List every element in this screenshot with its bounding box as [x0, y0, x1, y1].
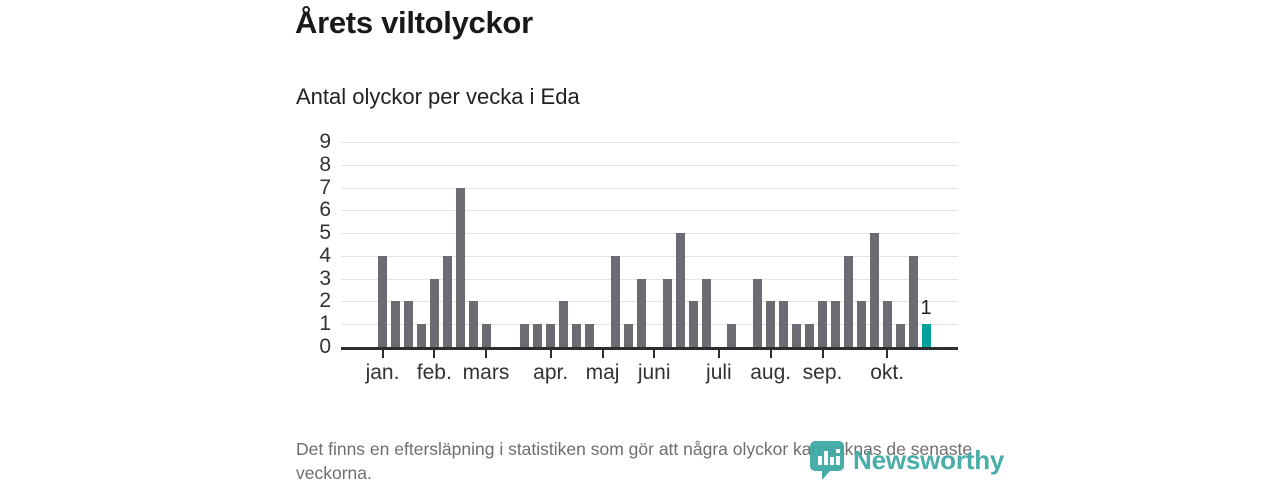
- bar-week-8: [468, 301, 478, 347]
- x-axis-tick-apr: [549, 350, 552, 358]
- x-axis-tick-maj: [601, 350, 604, 358]
- gridline-7: [341, 187, 958, 189]
- bar-week-2: [390, 301, 400, 347]
- y-axis-label-6: 6: [319, 198, 331, 222]
- y-axis-label-4: 4: [319, 243, 331, 267]
- bar-week-1: [378, 255, 387, 347]
- bar-week-6: [442, 255, 452, 347]
- bar-week-3: [403, 301, 413, 347]
- x-axis-month-label-mars: mars: [462, 361, 510, 384]
- bar-week-33: [792, 324, 802, 347]
- x-axis-tick-feb: [433, 350, 436, 358]
- bar-week-9: [481, 324, 491, 347]
- gridline-5: [341, 233, 958, 235]
- bar-week-7: [455, 187, 465, 347]
- x-axis-tick-okt: [886, 350, 889, 358]
- y-axis-label-0: 0: [319, 335, 331, 358]
- gridline-4: [341, 255, 958, 257]
- gridline-6: [341, 210, 958, 212]
- x-axis-month-label-sep: sep.: [802, 361, 843, 384]
- bar-week-43-highlight: [921, 324, 931, 347]
- x-axis-tick-juni: [653, 350, 656, 358]
- bar-week-42: [908, 255, 918, 347]
- bar-week-14: [546, 324, 556, 347]
- bar-week-5: [429, 278, 439, 347]
- y-axis-label-1: 1: [319, 312, 331, 336]
- x-axis-tick-aug: [769, 350, 772, 358]
- y-axis-label-8: 8: [319, 152, 331, 176]
- bar-week-28: [727, 324, 737, 347]
- bar-week-21: [636, 278, 646, 347]
- x-axis-tick-juli: [717, 350, 720, 358]
- bar-week-34: [805, 324, 814, 347]
- y-axis-label-7: 7: [319, 175, 331, 199]
- footnote: Det finns en eftersläpning i statistiken…: [296, 439, 973, 480]
- gridline-1: [341, 324, 958, 326]
- bar-week-19: [610, 255, 620, 347]
- chart-subtitle: Antal olyckor per vecka i Eda: [296, 84, 580, 109]
- y-axis-label-3: 3: [319, 266, 331, 290]
- x-axis-tick-mars: [485, 350, 487, 358]
- x-axis-month-label-juni: juni: [637, 361, 671, 384]
- x-axis-month-label-apr: apr.: [533, 361, 569, 384]
- bar-week-31: [766, 301, 776, 347]
- bar-week-39: [869, 233, 879, 347]
- y-axis-label-9: 9: [319, 130, 331, 153]
- bar-week-23: [662, 278, 672, 347]
- newsworthy-logo: Newsworthy: [810, 441, 1004, 480]
- x-axis-month-label-feb: feb.: [416, 361, 452, 384]
- gridline-3: [341, 278, 958, 280]
- bar-week-4: [416, 324, 426, 347]
- bar-week-25: [688, 301, 698, 347]
- bar-week-20: [623, 324, 633, 347]
- y-axis-label-2: 2: [319, 289, 331, 313]
- bar-week-12: [520, 324, 530, 347]
- bar-week-15: [559, 301, 569, 347]
- x-axis-month-label-aug: aug.: [750, 361, 792, 384]
- bar-week-40: [882, 301, 892, 347]
- bar-week-16: [572, 324, 582, 347]
- bar-week-30: [753, 278, 763, 347]
- bar-week-24: [675, 233, 685, 347]
- x-axis-tick-sep: [821, 350, 824, 358]
- y-axis-label-5: 5: [319, 221, 331, 245]
- gridline-2: [341, 301, 958, 303]
- bar-week-32: [779, 301, 789, 347]
- bar-week-37: [843, 255, 853, 347]
- x-axis-month-label-okt: okt.: [870, 361, 905, 384]
- x-axis-month-label-juli: juli: [706, 361, 732, 384]
- bar-week-35: [818, 301, 827, 347]
- x-axis-month-label-jan: jan.: [365, 361, 400, 384]
- gridline-8: [341, 164, 958, 166]
- x-axis-tick-jan: [381, 350, 384, 358]
- bar-week-13: [533, 324, 543, 347]
- newsworthy-chart-bubble-icon: [810, 441, 846, 480]
- gridline-9: [341, 142, 958, 143]
- bar-week-38: [856, 301, 866, 347]
- bar-week-41: [895, 324, 905, 347]
- bar-week-36: [830, 301, 840, 347]
- bar-week-26: [701, 278, 711, 347]
- page-title: Årets viltolyckor: [295, 5, 533, 40]
- x-axis-month-label-maj: maj: [585, 361, 620, 384]
- bar-week-17: [585, 324, 594, 347]
- newsworthy-logo-text: Newsworthy: [853, 445, 1005, 475]
- last-value-label: 1: [920, 297, 932, 320]
- x-axis-line: [341, 347, 958, 350]
